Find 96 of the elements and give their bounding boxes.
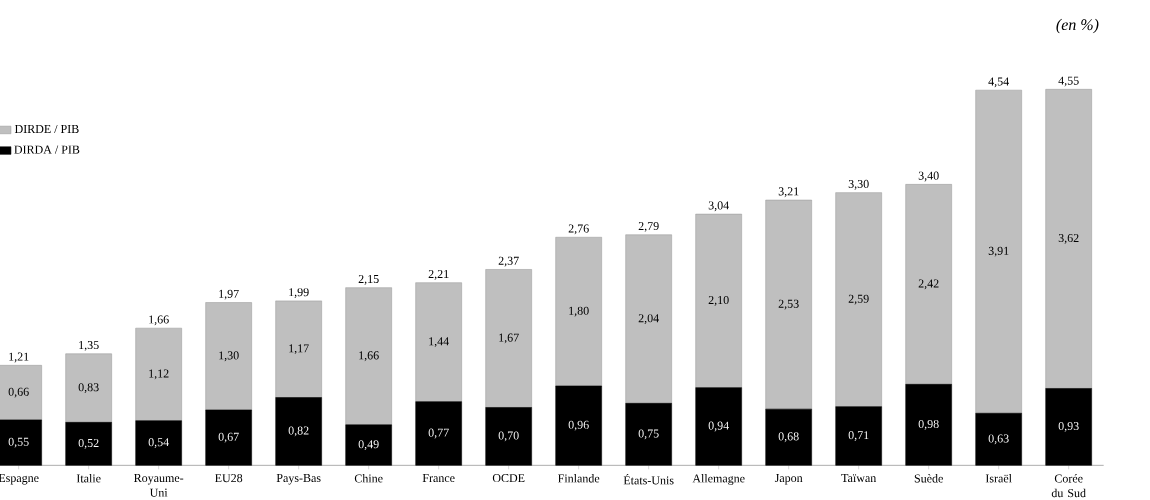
data-label: 0,68: [778, 432, 799, 443]
data-label: 0,94: [708, 421, 729, 432]
data-label: 0,63: [988, 434, 1009, 445]
total-label: 4,54: [988, 77, 1009, 88]
data-label: 2,42: [918, 279, 939, 290]
total-label: 1,66: [149, 315, 169, 326]
bar: [765, 199, 812, 410]
bar: [275, 300, 322, 398]
x-tick-label: États-Unis: [623, 474, 674, 485]
total-label: 3,21: [778, 187, 799, 198]
total-label: 1,99: [289, 288, 309, 298]
bar: [695, 213, 742, 388]
data-label: 0,71: [848, 431, 869, 441]
data-label: 0,52: [78, 438, 99, 449]
total-label: 1,35: [79, 341, 99, 351]
bar: [555, 385, 602, 466]
bar: [275, 397, 322, 466]
total-label: 2,76: [568, 224, 589, 235]
data-label: 0,49: [358, 440, 379, 450]
x-tick-label: Allemagne: [692, 474, 745, 485]
bar: [975, 413, 1022, 466]
data-label: 1,80: [569, 306, 589, 317]
bar: [345, 424, 392, 466]
x-tick-label: Corée du Sud: [1051, 474, 1086, 498]
bar: [625, 234, 672, 404]
total-label: 2,21: [428, 269, 449, 280]
total-label: 2,15: [358, 274, 379, 285]
bar: [205, 302, 252, 411]
data-label: 0,70: [498, 431, 519, 442]
data-label: 0,93: [1058, 421, 1079, 432]
bar: [1045, 388, 1092, 466]
bar: [1045, 89, 1092, 389]
x-tick-label: Pays-Bas: [276, 474, 321, 485]
data-label: 1,17: [289, 344, 309, 355]
total-label: 3,40: [918, 171, 939, 182]
data-label: 1,12: [149, 369, 169, 380]
bar: [835, 192, 882, 407]
bar: [905, 184, 952, 385]
bar: [135, 327, 182, 421]
data-label: 3,62: [1058, 234, 1079, 244]
data-label: 3,91: [988, 246, 1009, 257]
total-label: 1,97: [219, 289, 239, 300]
data-label: 0,67: [218, 432, 239, 443]
bar: [695, 387, 742, 466]
total-label: 3,04: [708, 201, 729, 212]
bar: [415, 401, 462, 466]
bar: [765, 408, 812, 466]
x-tick-label: Taïwan: [841, 474, 877, 483]
x-tick-label: Israël: [985, 474, 1012, 483]
x-tick-label: Italie: [76, 474, 101, 483]
x-tick-label: Chine: [354, 474, 383, 483]
bar: [135, 420, 182, 466]
total-label: 4,55: [1058, 76, 1079, 87]
bar: [485, 407, 532, 466]
x-tick-label: Suède: [914, 474, 943, 483]
total-label: 2,37: [498, 256, 519, 267]
x-tick-label: EU28: [215, 474, 243, 483]
bar: [555, 236, 602, 387]
data-label: 1,44: [429, 337, 449, 348]
data-label: 0,55: [8, 437, 29, 448]
data-label: 2,59: [848, 294, 869, 305]
data-label: 0,96: [568, 420, 589, 431]
bar: [345, 287, 392, 426]
bar: [975, 89, 1022, 414]
total-label: 1,21: [9, 352, 29, 363]
bar: [415, 282, 462, 402]
x-tick-label: France: [422, 474, 455, 483]
total-label: 3,30: [848, 179, 869, 190]
data-label: 0,83: [78, 383, 99, 393]
bar: [835, 406, 882, 466]
x-tick-label: Royaume-Uni: [134, 474, 184, 497]
data-label: 0,77: [428, 428, 449, 439]
total-label: 2,79: [638, 222, 659, 232]
bar: [485, 269, 532, 408]
bar: [65, 353, 112, 423]
legend-label: DIRDE / PIB: [14, 125, 79, 134]
data-label: 1,66: [359, 351, 379, 362]
bar: [205, 409, 252, 466]
x-tick-label: Finlande: [558, 474, 600, 483]
data-label: 2,04: [638, 314, 659, 324]
bar: [625, 403, 672, 466]
data-label: 0,66: [8, 387, 29, 398]
data-label: 1,67: [499, 333, 519, 344]
data-label: 0,98: [918, 419, 939, 430]
x-tick-label: Japon: [774, 474, 803, 485]
x-tick-label: OCDE: [492, 474, 525, 483]
text: (en %): [1056, 18, 1099, 34]
bar: [905, 384, 952, 466]
data-label: 0,82: [288, 426, 309, 437]
data-label: 2,10: [708, 295, 729, 306]
data-label: 1,30: [219, 351, 239, 362]
legend-label: DIRDA / PIB: [14, 145, 80, 154]
data-label: 2,53: [778, 299, 799, 310]
data-label: 0,75: [638, 429, 659, 440]
data-label: 0,54: [148, 438, 169, 448]
bar: [65, 422, 112, 466]
